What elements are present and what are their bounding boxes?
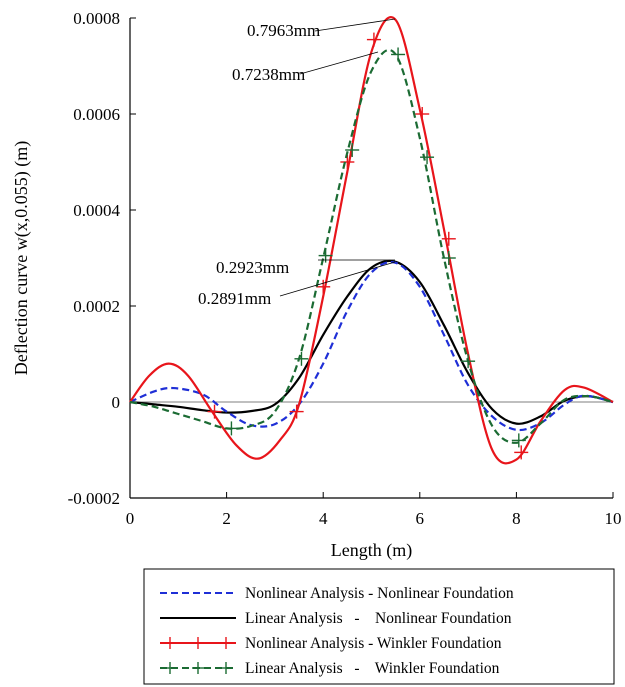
series-line [129, 259, 614, 425]
peak-annotation-label: 0.7963mm [247, 21, 320, 40]
legend-label: Linear Analysis - Nonlinear Foundation [245, 610, 512, 627]
y-axis-label: Deflection curve w(x,0.055) (m) [11, 141, 32, 375]
legend-item: Linear Analysis - Winkler Foundation [160, 660, 500, 677]
legend-box [143, 568, 615, 685]
legend-label: Nonlinear Analysis - Nonlinear Foundatio… [245, 585, 514, 602]
x-tick-label: 8 [512, 509, 521, 528]
series-3 [129, 47, 614, 448]
annotation-leader [299, 51, 379, 75]
peak-annotations: 0.7963mm 0.7238mm 0.2923mm 0.2891mm [198, 18, 396, 308]
annotation-leader [314, 18, 396, 32]
annotation-leader [279, 261, 396, 297]
series-0 [129, 261, 614, 432]
y-tick-label: 0.0008 [73, 9, 120, 28]
peak-annotation-label: 0.2923mm [216, 258, 289, 277]
legend-item: Linear Analysis - Nonlinear Foundation [160, 610, 512, 627]
legend-label: Nonlinear Analysis - Winkler Foundation [245, 635, 502, 652]
series-2 [129, 16, 614, 465]
x-tick-label: 6 [416, 509, 425, 528]
legend-label: Linear Analysis - Winkler Foundation [245, 660, 500, 677]
series-line [129, 261, 614, 432]
y-tick-label: -0.0002 [68, 489, 120, 508]
legend: Nonlinear Analysis - Nonlinear Foundatio… [143, 568, 615, 685]
y-tick-label: 0 [112, 393, 121, 412]
peak-annotation-label: 0.7238mm [232, 65, 305, 84]
legend-item: Nonlinear Analysis - Winkler Foundation [160, 635, 502, 652]
series-1 [129, 259, 614, 425]
peak-annotation-label: 0.2891mm [198, 289, 271, 308]
y-tick-label: 0.0002 [73, 297, 120, 316]
x-tick-label: 2 [222, 509, 231, 528]
series-line [129, 16, 614, 465]
tick-labels: 0 2 4 6 8 10 -0.0002 0 0.0002 0.0004 0.0006 0.0008 [68, 9, 622, 528]
legend-item: Nonlinear Analysis - Nonlinear Foundatio… [160, 585, 514, 602]
y-tick-label: 0.0004 [73, 201, 120, 220]
axes [129, 17, 614, 499]
x-tick-label: 10 [605, 509, 622, 528]
x-axis-label: Length (m) [331, 540, 412, 561]
x-tick-label: 0 [126, 509, 135, 528]
y-tick-label: 0.0006 [73, 105, 120, 124]
plot-series [129, 16, 614, 465]
x-tick-label: 4 [319, 509, 328, 528]
series-line [129, 48, 614, 444]
